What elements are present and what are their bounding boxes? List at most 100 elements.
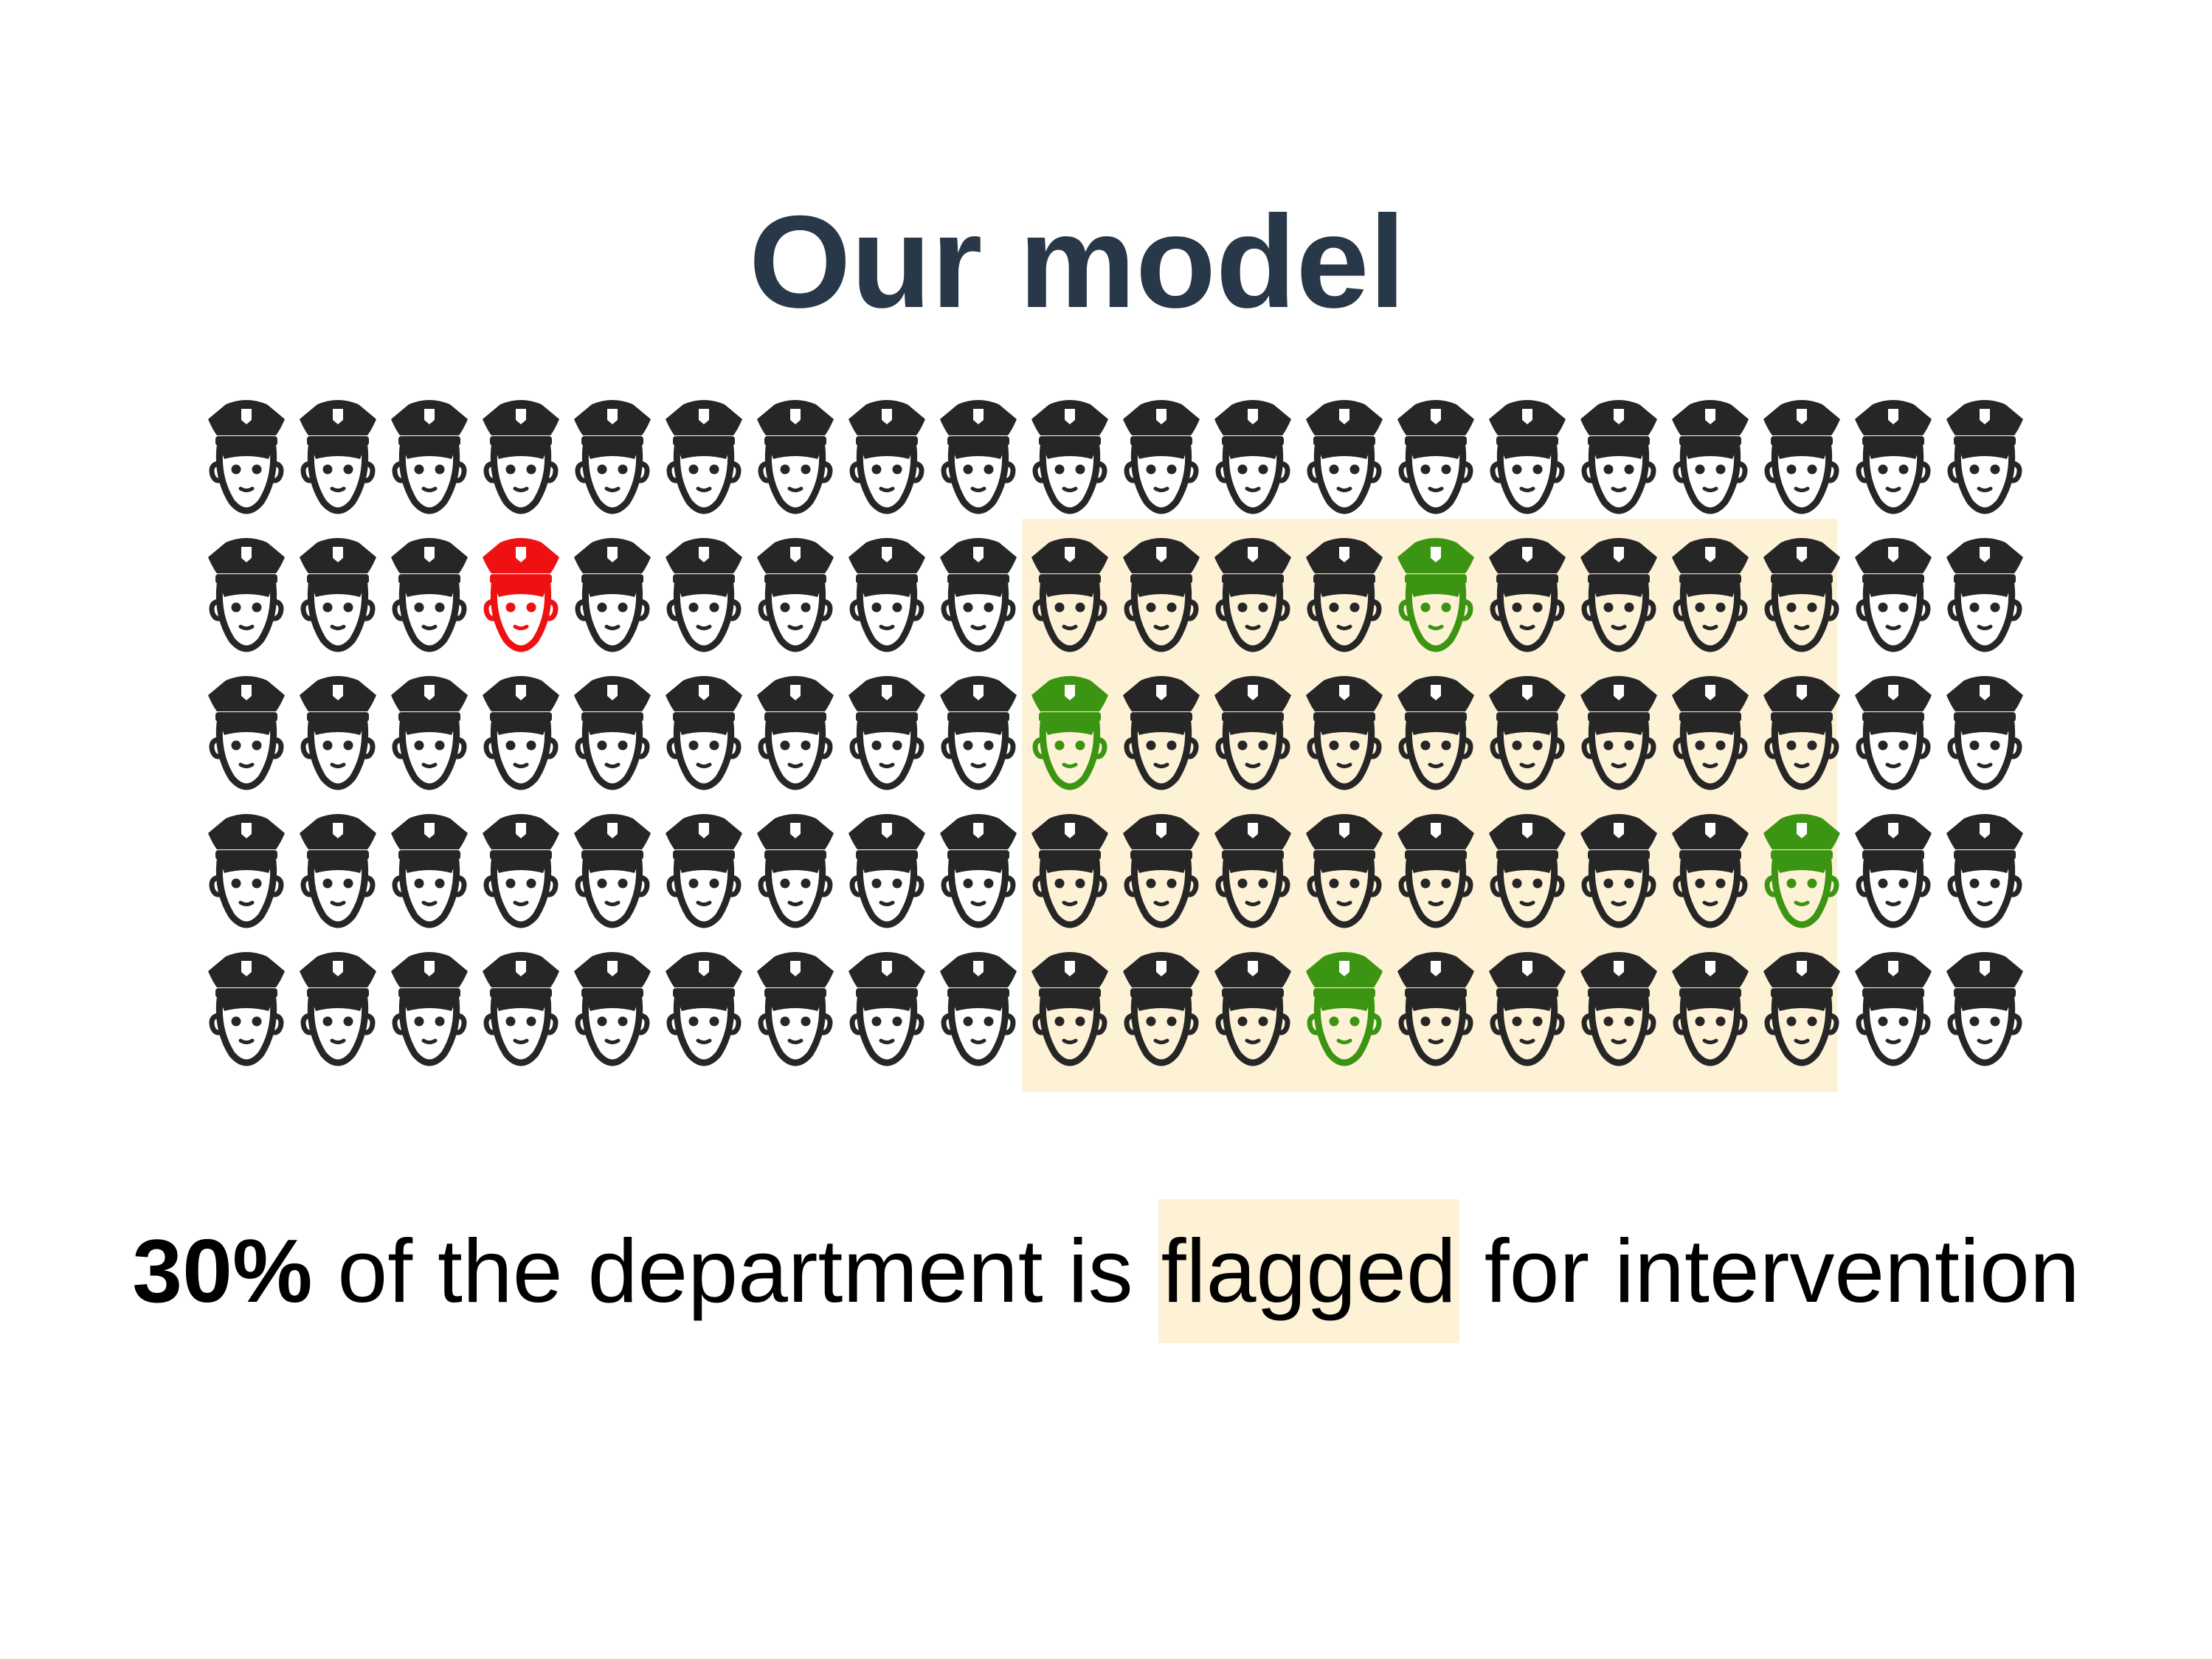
officer-icon-r3-c4: [483, 676, 559, 790]
officer-icon-r5-c8: [848, 952, 925, 1066]
officer-icon-r4-c9: [940, 814, 1017, 928]
officer-icon-r3-c13: [1306, 676, 1383, 790]
caption-text-after: for intervention: [1484, 1221, 2080, 1321]
officer-icon-r4-c13: [1306, 814, 1383, 928]
officer-icon-r3-c20: [1946, 676, 2023, 790]
officer-icon-r3-c7: [757, 676, 834, 790]
officer-icon-r3-c15: [1489, 676, 1566, 790]
officer-icon-r3-c6: [666, 676, 742, 790]
officer-icon-r3-c5: [574, 676, 651, 790]
officer-icon-r5-c17: [1672, 952, 1749, 1066]
officer-icon-r2-c5: [574, 538, 651, 652]
officer-icon-r2-c2: [300, 538, 376, 652]
officer-icon-r4-c4: [483, 814, 559, 928]
officer-icon-r2-c8: [848, 538, 925, 652]
officer-grid: [208, 400, 2023, 1092]
officer-icon-r2-c10: [1031, 538, 1108, 652]
officer-icon-r5-c6: [666, 952, 742, 1066]
officer-icon-r3-c3: [391, 676, 468, 790]
officer-icon-r5-c2: [300, 952, 376, 1066]
officer-icon-r3-c19: [1855, 676, 1932, 790]
officer-icon-r2-c1: [208, 538, 285, 652]
officer-icon-r2-c9: [940, 538, 1017, 652]
caption-flagged-word: flagged: [1158, 1199, 1459, 1343]
officer-icon-r1-c7: [757, 400, 834, 514]
caption-percent: 30%: [132, 1221, 313, 1321]
officer-icon-r1-c20: [1946, 400, 2023, 514]
officer-icon-r1-c5: [574, 400, 651, 514]
officer-icon-r1-c8: [848, 400, 925, 514]
officer-icon-r4-c8: [848, 814, 925, 928]
officer-icon-r5-c20: [1946, 952, 2023, 1066]
officer-icon-r3-c18: [1763, 676, 1840, 790]
caption: 30% of the department is flagged for int…: [0, 1199, 2212, 1343]
officer-icon-r1-c3: [391, 400, 468, 514]
officer-icon-r3-c2: [300, 676, 376, 790]
officer-icon-r1-c19: [1855, 400, 1932, 514]
officer-icon-r4-c19: [1855, 814, 1932, 928]
officer-icon-r3-c1: [208, 676, 285, 790]
officer-icon-r3-c12: [1214, 676, 1291, 790]
officer-icon-r2-c13: [1306, 538, 1383, 652]
officer-icon-r5-c5: [574, 952, 651, 1066]
officer-icon-r5-c12: [1214, 952, 1291, 1066]
officer-icons: [208, 400, 2023, 1066]
officer-icon-r4-c5: [574, 814, 651, 928]
slide-title: Our model: [748, 188, 1406, 335]
officer-icon-r5-c13: [1306, 952, 1383, 1066]
officer-icon-r3-c17: [1672, 676, 1749, 790]
officer-icon-r5-c9: [940, 952, 1017, 1066]
officer-icon-r1-c12: [1214, 400, 1291, 514]
officer-icon-r4-c12: [1214, 814, 1291, 928]
officer-icon-r2-c3: [391, 538, 468, 652]
officer-icon-r5-c15: [1489, 952, 1566, 1066]
officer-icon-r4-c18: [1763, 814, 1840, 928]
officer-icon-r1-c18: [1763, 400, 1840, 514]
officer-icon-r4-c2: [300, 814, 376, 928]
officer-icon-r4-c15: [1489, 814, 1566, 928]
officer-icon-r3-c8: [848, 676, 925, 790]
caption-text-before: of the department is: [337, 1221, 1133, 1321]
officer-icon-r5-c7: [757, 952, 834, 1066]
officer-icon-r2-c7: [757, 538, 834, 652]
officer-icon-r2-c11: [1123, 538, 1200, 652]
officer-icon-r3-c16: [1580, 676, 1657, 790]
officer-icon-r2-c6: [666, 538, 742, 652]
officer-icon-r1-c4: [483, 400, 559, 514]
officer-icon-r4-c1: [208, 814, 285, 928]
officer-icon-r5-c11: [1123, 952, 1200, 1066]
officer-icon-r1-c10: [1031, 400, 1108, 514]
officer-icon-r5-c4: [483, 952, 559, 1066]
officer-icon-r1-c2: [300, 400, 376, 514]
officer-icon-r2-c15: [1489, 538, 1566, 652]
officer-icon-r2-c4: [483, 538, 559, 652]
officer-icon-r4-c7: [757, 814, 834, 928]
officer-icon-r4-c10: [1031, 814, 1108, 928]
officer-icon-r2-c19: [1855, 538, 1932, 652]
officer-icon-r5-c18: [1763, 952, 1840, 1066]
officer-icon-r3-c9: [940, 676, 1017, 790]
officer-icon-r1-c9: [940, 400, 1017, 514]
officer-icon-r1-c15: [1489, 400, 1566, 514]
officer-icon-r1-c1: [208, 400, 285, 514]
officer-icon-r1-c6: [666, 400, 742, 514]
officer-icon-r3-c10: [1031, 676, 1108, 790]
officer-icon-r3-c11: [1123, 676, 1200, 790]
officer-icon-r5-c1: [208, 952, 285, 1066]
officer-icon-r4-c20: [1946, 814, 2023, 928]
officer-icon-r2-c17: [1672, 538, 1749, 652]
officer-icon-r3-c14: [1397, 676, 1474, 790]
officer-icon-r4-c6: [666, 814, 742, 928]
officer-icon-r5-c14: [1397, 952, 1474, 1066]
officer-icon-r4-c17: [1672, 814, 1749, 928]
officer-icon-r4-c14: [1397, 814, 1474, 928]
officer-icon-r4-c16: [1580, 814, 1657, 928]
officer-icon-r1-c11: [1123, 400, 1200, 514]
officer-icon-r5-c10: [1031, 952, 1108, 1066]
officer-icon-r2-c14: [1397, 538, 1474, 652]
officer-icon-r2-c16: [1580, 538, 1657, 652]
officer-icon-r1-c13: [1306, 400, 1383, 514]
officer-icon-r4-c3: [391, 814, 468, 928]
officer-icon-r1-c17: [1672, 400, 1749, 514]
officer-icon-r5-c3: [391, 952, 468, 1066]
